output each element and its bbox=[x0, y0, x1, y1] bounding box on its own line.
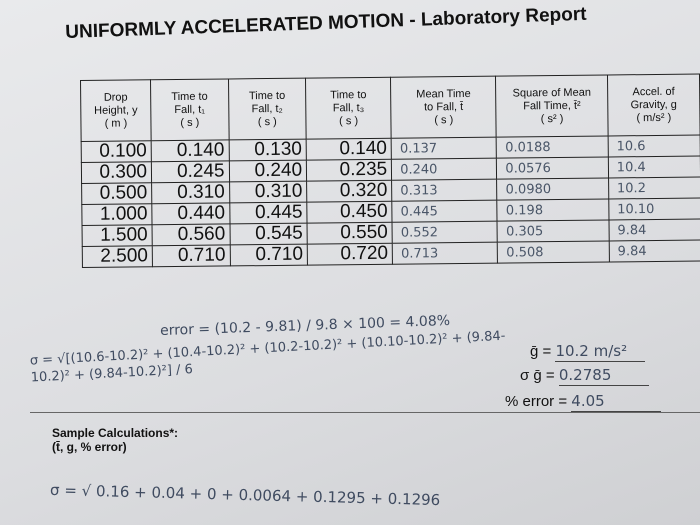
divider bbox=[30, 412, 700, 413]
header-line: ( m ) bbox=[104, 117, 128, 130]
column-header: Drop Height, y( m ) bbox=[80, 79, 152, 142]
cell: 0.240 bbox=[228, 160, 307, 182]
header-line: ( s² ) bbox=[540, 112, 564, 125]
cell: 0.0188 bbox=[496, 135, 609, 159]
cell: 0.720 bbox=[307, 243, 393, 266]
cell: 0.198 bbox=[497, 198, 609, 222]
cell: 0.560 bbox=[152, 223, 230, 246]
cell: 0.140 bbox=[151, 139, 229, 162]
cell: 0.710 bbox=[229, 244, 308, 266]
std-dev-formula: σ = √[(10.6-10.2)² + (10.4-10.2)² + (10.… bbox=[29, 328, 506, 386]
column-header: Square of Mean Fall Time, t̄²( s² ) bbox=[495, 74, 608, 138]
cell: 10.10 bbox=[608, 198, 700, 220]
cell: 0.552 bbox=[392, 221, 498, 244]
header-line: Time to bbox=[171, 90, 208, 103]
cell: 0.710 bbox=[152, 244, 231, 267]
label: σ ḡ = bbox=[520, 367, 555, 384]
cell: 2.500 bbox=[82, 245, 153, 268]
cell: 0.545 bbox=[229, 223, 308, 245]
header-line: Mean Time bbox=[416, 87, 471, 100]
header-line: Fall, t₂ bbox=[251, 102, 283, 115]
sample-calc-heading: Sample Calculations*: (t̄, g, % error) bbox=[52, 426, 178, 454]
cell: 10.4 bbox=[608, 156, 700, 178]
cell: 0.445 bbox=[229, 202, 308, 224]
header-line: ( s ) bbox=[434, 113, 454, 126]
table-body: 0.100 0.140 0.130 0.140 0.137 0.0188 10.6 0.300… bbox=[81, 135, 700, 268]
header-line: Accel. of bbox=[632, 85, 675, 98]
header-line: Height, y bbox=[94, 103, 138, 117]
label: ḡ = bbox=[530, 343, 552, 360]
percent-error-label: % error = 4.05 bbox=[505, 392, 662, 412]
value: 10.2 m/s² bbox=[555, 342, 646, 362]
heading: Sample Calculations*: bbox=[52, 426, 179, 440]
cell: 0.440 bbox=[151, 202, 230, 225]
cell: 0.0980 bbox=[496, 177, 609, 201]
value: 0.2785 bbox=[558, 366, 649, 386]
cell: 0.450 bbox=[306, 201, 393, 224]
column-header: Mean Time to Fall, t̄( s ) bbox=[390, 76, 497, 139]
cell: 0.130 bbox=[228, 139, 307, 161]
header-line: ( s ) bbox=[257, 115, 277, 128]
header-line: Fall, t₁ bbox=[174, 103, 206, 116]
std-dev-values: σ = √ 0.16 + 0.04 + 0 + 0.0064 + 0.1295 … bbox=[49, 480, 441, 510]
g-mean-label: ḡ = 10.2 m/s² bbox=[530, 342, 646, 362]
header-line: Fall Time, t̄² bbox=[523, 99, 581, 112]
cell: 0.245 bbox=[151, 160, 230, 183]
cell: 9.84 bbox=[609, 240, 700, 262]
cell: 0.713 bbox=[392, 242, 498, 265]
cell: 0.240 bbox=[391, 158, 497, 181]
value: 4.05 bbox=[571, 392, 662, 412]
cell: 1.000 bbox=[81, 203, 153, 226]
cell: 0.140 bbox=[306, 138, 392, 161]
cell: 0.508 bbox=[497, 240, 610, 264]
cell: 0.0576 bbox=[496, 156, 609, 180]
cell: 1.500 bbox=[82, 224, 153, 247]
column-header: Accel. of Gravity, g( m/s² ) bbox=[607, 74, 700, 136]
header-line: Time to bbox=[248, 89, 286, 102]
cell: 0.235 bbox=[306, 159, 392, 182]
cell: 10.2 bbox=[608, 177, 700, 199]
cell: 10.6 bbox=[607, 135, 700, 157]
header-row: Drop Height, y( m ) Time to Fall, t₁( s ) Ti… bbox=[80, 74, 700, 142]
header-line: Square of Mean bbox=[512, 86, 591, 99]
cell: 0.310 bbox=[229, 181, 307, 203]
report-title: UNIFORMLY ACCELERATED MOTION - Laborator… bbox=[65, 3, 587, 43]
header-line: ( s ) bbox=[180, 116, 200, 129]
header-line: ( m/s² ) bbox=[636, 111, 672, 124]
cell: 0.300 bbox=[81, 161, 152, 184]
header-line: Drop bbox=[103, 91, 128, 104]
header-line: to Fall, t̄ bbox=[423, 100, 464, 113]
cell: 0.550 bbox=[307, 222, 393, 245]
column-header: Time to Fall, t₃( s ) bbox=[305, 77, 392, 140]
cell: 0.320 bbox=[306, 180, 392, 203]
cell: 9.84 bbox=[608, 219, 700, 241]
subheading: (t̄, g, % error) bbox=[52, 440, 127, 454]
header-line: Fall, t₃ bbox=[332, 101, 365, 114]
header-line: Time to bbox=[330, 88, 367, 101]
cell: 0.137 bbox=[391, 137, 497, 160]
cell: 0.500 bbox=[81, 182, 152, 205]
column-header: Time to Fall, t₁( s ) bbox=[150, 78, 229, 141]
header-line: Gravity, g bbox=[630, 98, 677, 111]
label: % error = bbox=[505, 393, 568, 410]
column-header: Time to Fall, t₂( s ) bbox=[228, 78, 307, 140]
data-table: Drop Height, y( m ) Time to Fall, t₁( s ) Ti… bbox=[80, 74, 700, 268]
cell: 0.313 bbox=[391, 179, 498, 202]
cell: 0.445 bbox=[391, 200, 498, 223]
cell: 0.305 bbox=[497, 219, 610, 243]
header-line: ( s ) bbox=[339, 114, 359, 127]
cell: 0.100 bbox=[81, 140, 152, 163]
cell: 0.310 bbox=[151, 181, 230, 204]
g-sigma-label: σ ḡ = 0.2785 bbox=[520, 366, 649, 386]
